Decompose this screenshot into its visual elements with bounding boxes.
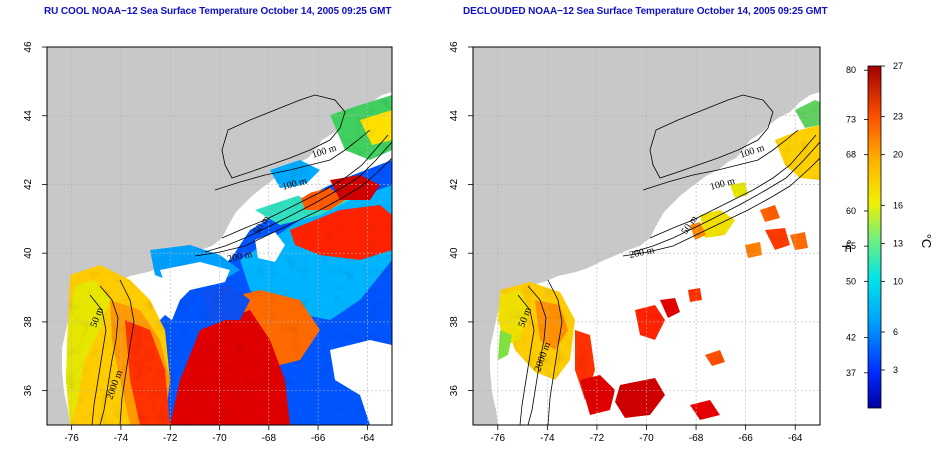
x-tick-label: -66 <box>738 433 753 444</box>
y-tick-label: 36 <box>23 385 34 397</box>
celsius-unit-label: °C <box>919 234 934 249</box>
fahrenheit-tick-label: 55 <box>846 241 856 251</box>
y-tick-label: 44 <box>449 110 460 122</box>
right-map-panel: 100 m 100 m 50 m 200 m 50 m 2000 m -76 -7… <box>449 41 821 444</box>
y-tick-label: 36 <box>449 385 460 397</box>
y-tick-label: 46 <box>23 41 34 53</box>
x-tick-label: -72 <box>590 433 605 444</box>
y-tick-label: 42 <box>449 178 460 190</box>
graticule-left <box>47 47 392 425</box>
celsius-tick-label: 3 <box>893 365 898 375</box>
celsius-tick-label: 23 <box>893 112 903 122</box>
left-map-panel: 100 m 100 m 50 m 200 m 50 m 2000 m -76 -7… <box>23 41 393 444</box>
y-tick-label: 38 <box>23 316 34 328</box>
x-tick-label: -68 <box>262 433 277 444</box>
celsius-scale: 27 23 20 16 13 10 6 3 <box>881 61 903 375</box>
x-tick-label: -74 <box>114 433 129 444</box>
x-tick-label: -74 <box>540 433 555 444</box>
sst-field-left <box>66 95 392 425</box>
celsius-tick-label: 16 <box>893 200 903 210</box>
celsius-tick-label: 27 <box>893 61 903 71</box>
fahrenheit-tick-label: 80 <box>846 65 856 75</box>
celsius-tick-label: 13 <box>893 238 903 248</box>
x-tick-label: -68 <box>689 433 704 444</box>
right-axes: -76 -74 -72 -70 -68 -66 -64 36 38 40 42 44 46 <box>449 41 803 444</box>
sst-field-right <box>498 100 820 420</box>
fahrenheit-tick-label: 42 <box>846 333 856 343</box>
x-tick-label: -66 <box>311 433 326 444</box>
cloud-gaps-left <box>150 183 392 425</box>
y-tick-label: 38 <box>449 316 460 328</box>
celsius-tick-label: 6 <box>893 327 898 337</box>
fahrenheit-tick-label: 60 <box>846 206 856 216</box>
fahrenheit-tick-label: 37 <box>846 368 856 378</box>
x-tick-label: -76 <box>64 433 79 444</box>
y-tick-label: 42 <box>23 178 34 190</box>
celsius-tick-label: 10 <box>893 276 903 286</box>
fahrenheit-tick-label: 68 <box>846 150 856 160</box>
x-tick-label: -76 <box>491 433 506 444</box>
colorbar-gradient <box>867 65 882 409</box>
fahrenheit-tick-label: 50 <box>846 276 856 286</box>
x-tick-label: -70 <box>212 433 227 444</box>
x-tick-label: -64 <box>360 433 375 444</box>
y-tick-label: 40 <box>23 247 34 259</box>
x-tick-label: -70 <box>639 433 654 444</box>
y-tick-label: 40 <box>449 247 460 259</box>
colorbar: 27 23 20 16 13 10 6 3 80 73 68 60 55 50 42 37 °F °C <box>839 61 934 409</box>
bathymetry-contours-right <box>517 94 820 425</box>
x-tick-label: -72 <box>163 433 178 444</box>
left-axes: -76 -74 -72 -70 -68 -66 -64 36 38 40 42 44 46 <box>23 41 375 444</box>
right-map-title: DECLOUDED NOAA−12 Sea Surface Temperatur… <box>463 6 828 17</box>
left-map-title: RU COOL NOAA−12 Sea Surface Temperature … <box>44 6 392 17</box>
celsius-tick-label: 20 <box>893 150 903 160</box>
fahrenheit-tick-label: 73 <box>846 114 856 124</box>
fahrenheit-unit-label: °F <box>839 239 854 252</box>
contour-label-200m: 200 m <box>628 245 655 261</box>
contour-label-200m: 200 m <box>226 249 253 265</box>
bathymetry-contours-left <box>89 94 392 425</box>
x-tick-label: -64 <box>788 433 803 444</box>
y-tick-label: 46 <box>449 41 460 53</box>
y-tick-label: 44 <box>23 110 34 122</box>
fahrenheit-scale: 80 73 68 60 55 50 42 37 <box>846 65 868 378</box>
